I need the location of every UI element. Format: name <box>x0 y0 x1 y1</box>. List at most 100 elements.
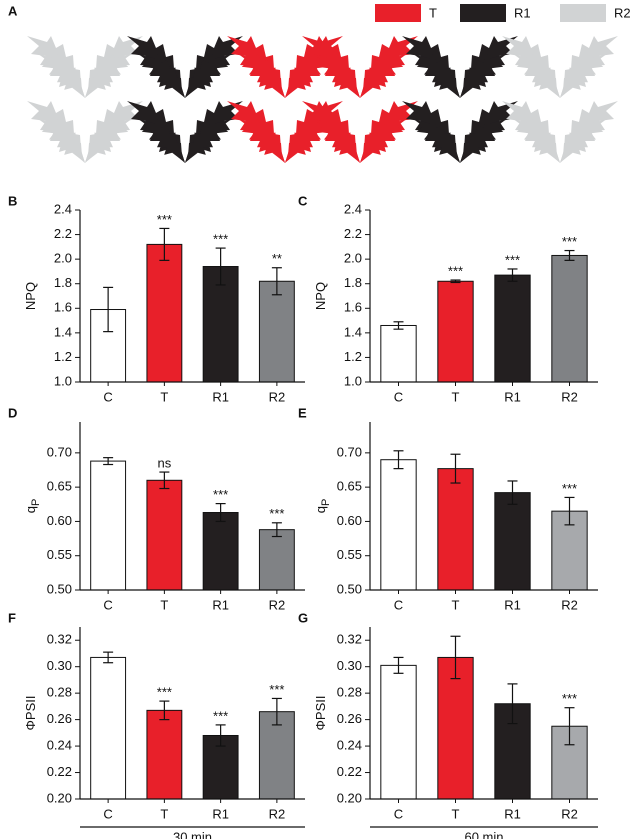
error-bar <box>215 247 226 286</box>
x-tick-label: R2 <box>269 806 286 821</box>
x-tick-label: T <box>160 597 168 612</box>
y-tick-label: 1.4 <box>344 324 362 339</box>
y-tick-label: 1.2 <box>344 349 362 364</box>
bar <box>146 479 183 591</box>
bar <box>90 656 127 800</box>
y-tick-label: 0.30 <box>47 658 72 673</box>
legend-label: R2 <box>614 5 631 20</box>
y-tick-label: 2.4 <box>344 201 362 216</box>
y-tick-label: 0.60 <box>47 513 72 528</box>
x-tick-label: T <box>452 597 460 612</box>
bar <box>258 280 295 383</box>
bar <box>380 459 417 591</box>
significance-label: *** <box>213 487 228 502</box>
error-bar <box>103 457 114 466</box>
y-tick-label: 0.50 <box>337 581 362 596</box>
x-tick-label: R1 <box>504 806 521 821</box>
y-tick-label: 0.65 <box>47 479 72 494</box>
y-axis-label: NPQ <box>23 282 38 310</box>
x-tick-label: C <box>103 597 112 612</box>
y-tick-label: 2.2 <box>54 226 72 241</box>
panel-label: G <box>298 610 308 625</box>
error-bar <box>564 496 575 526</box>
error-bar <box>159 227 170 261</box>
bar <box>380 324 417 383</box>
significance-label: *** <box>448 263 463 278</box>
y-axis-label: NPQ <box>313 282 328 310</box>
time-label: 30 min <box>173 829 212 839</box>
time-label: 60 min <box>464 829 503 839</box>
y-tick-label: 2.0 <box>54 251 72 266</box>
x-tick-label: R1 <box>212 806 229 821</box>
error-bar <box>393 321 404 330</box>
x-tick-label: C <box>103 389 112 404</box>
y-tick-label: 1.8 <box>54 275 72 290</box>
significance-label: *** <box>213 232 228 247</box>
x-tick-label: T <box>452 806 460 821</box>
x-tick-label: C <box>103 806 112 821</box>
y-tick-label: 0.70 <box>337 444 362 459</box>
panel-label: C <box>298 193 308 208</box>
error-bar <box>103 651 114 664</box>
error-bar <box>271 697 282 726</box>
y-tick-label: 1.6 <box>344 300 362 315</box>
y-tick-label: 1.0 <box>54 373 72 388</box>
bar <box>437 468 474 591</box>
error-bar <box>159 700 170 721</box>
x-tick-label: R2 <box>561 389 578 404</box>
y-axis-label: qP <box>23 499 41 514</box>
bar <box>551 254 588 383</box>
y-tick-label: 2.2 <box>344 226 362 241</box>
x-tick-label: R2 <box>269 389 286 404</box>
error-bar <box>393 450 404 470</box>
bar <box>146 243 183 383</box>
x-tick-label: T <box>160 389 168 404</box>
y-tick-label: 1.2 <box>54 349 72 364</box>
y-axis-label-main: q <box>313 506 328 513</box>
y-tick-label: 1.8 <box>344 275 362 290</box>
y-tick-label: 0.20 <box>47 790 72 805</box>
legend-label: T <box>429 5 437 20</box>
y-tick-label: 0.24 <box>47 738 72 753</box>
error-bar <box>159 471 170 490</box>
y-tick-label: 0.26 <box>337 711 362 726</box>
y-tick-label: 0.22 <box>337 764 362 779</box>
plant-illustration <box>27 36 618 163</box>
significance-label: ns <box>158 455 172 470</box>
y-tick-label: 0.70 <box>47 444 72 459</box>
x-tick-label: R1 <box>504 389 521 404</box>
panel-label: A <box>8 3 18 18</box>
error-bar <box>450 453 461 484</box>
y-tick-label: 2.4 <box>54 201 72 216</box>
x-tick-label: C <box>394 806 403 821</box>
x-tick-label: R1 <box>212 389 229 404</box>
bar <box>437 280 474 383</box>
y-axis-label-subscript: P <box>30 499 42 506</box>
error-bar <box>507 683 518 725</box>
x-tick-label: C <box>394 597 403 612</box>
y-tick-label: 1.6 <box>54 300 72 315</box>
bar <box>258 529 295 591</box>
error-bar <box>507 268 518 282</box>
significance-label: *** <box>562 691 577 706</box>
y-tick-label: 1.0 <box>344 373 362 388</box>
error-bar <box>564 707 575 746</box>
y-axis-label: qP <box>313 499 331 514</box>
x-tick-label: R1 <box>504 597 521 612</box>
legend-swatch <box>460 4 506 22</box>
y-axis-label-main: q <box>23 506 38 513</box>
y-tick-label: 0.22 <box>47 764 72 779</box>
x-tick-label: T <box>160 806 168 821</box>
x-tick-label: C <box>394 389 403 404</box>
y-tick-label: 0.26 <box>47 711 72 726</box>
error-bar <box>450 635 461 680</box>
y-tick-label: 2.0 <box>344 251 362 266</box>
y-tick-label: 1.4 <box>54 324 72 339</box>
y-tick-label: 0.55 <box>337 547 362 562</box>
significance-label: *** <box>562 481 577 496</box>
error-bar <box>271 267 282 296</box>
legend-label: R1 <box>514 5 531 20</box>
y-tick-label: 0.28 <box>47 685 72 700</box>
x-tick-label: R2 <box>561 597 578 612</box>
